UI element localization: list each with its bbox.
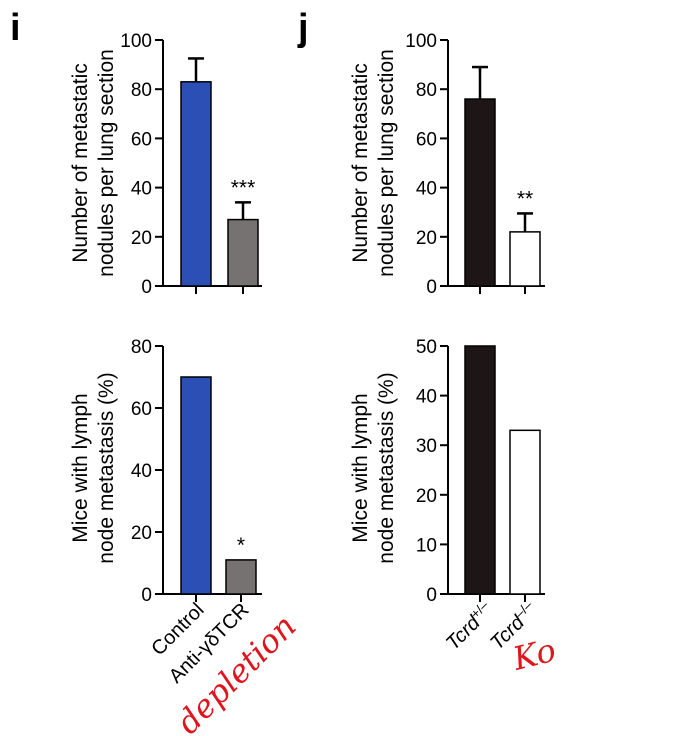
i-bottom-y-tick-label-20: 20 [131, 523, 152, 544]
j-top-y-tick-label-80: 80 [416, 80, 437, 101]
j-top-y-axis-title: Number of metastatic nodules per lung sec… [349, 49, 398, 277]
i-top-y-tick-label-0: 0 [141, 277, 152, 298]
j-bottom-bar-2 [509, 429, 541, 595]
j-top-y-axis-title-line-2: nodules per lung section [375, 49, 398, 277]
j-top-y-tick-label-20: 20 [416, 228, 437, 249]
i-top-y-tick-label-80: 80 [131, 80, 152, 101]
i-top-significance-2: *** [231, 176, 256, 199]
panel-letter-i: i [10, 7, 21, 49]
j-bottom-y-axis-title-line-1: Mice with lymph [349, 393, 372, 542]
j-top-y-tick-label-0: 0 [426, 277, 437, 298]
j-top-y-tick-label-100: 100 [405, 31, 437, 52]
i-bottom-significance-2: * [237, 534, 245, 557]
j-top-y-tick-label-60: 60 [416, 129, 437, 150]
i-top-y-tick-label-20: 20 [131, 228, 152, 249]
j-top-significance-2: ** [517, 187, 533, 210]
j-bottom-y-tick-label-40: 40 [416, 387, 437, 408]
j-bottom-y-tick-label-10: 10 [416, 535, 437, 556]
i-top-bar-2 [227, 218, 259, 287]
panel-letter-j: j [297, 7, 309, 49]
category-label-tcrd-het: Tcrd+/– [440, 597, 498, 655]
i-top-bar-1 [180, 81, 212, 287]
i-top-y-axis-title-line-2: nodules per lung section [95, 49, 118, 277]
j-bottom-y-tick-label-30: 30 [416, 436, 437, 457]
i-top-y-tick-label-40: 40 [131, 179, 152, 200]
j-bottom-y-tick-label-20: 20 [416, 486, 437, 507]
j-top-y-axis-title-line-1: Number of metastatic [349, 63, 372, 263]
j-bottom-y-axis-title-line-2: node metastasis (%) [375, 372, 398, 563]
i-bottom-y-tick-label-40: 40 [131, 461, 152, 482]
i-top-y-tick-label-100: 100 [120, 31, 152, 52]
j-top-bar-2 [509, 231, 541, 287]
j-bottom-bar-1 [464, 345, 496, 595]
i-top-y-axis-title-line-1: Number of metastatic [69, 63, 92, 263]
i-bottom-bar-2 [225, 559, 257, 595]
i-bottom-y-axis-title-line-2: node metastasis (%) [95, 372, 118, 563]
i-top-y-tick-label-60: 60 [131, 129, 152, 150]
j-top-y-tick-label-40: 40 [416, 179, 437, 200]
j-bottom-y-axis-title: Mice with lymph node metastasis (%) [349, 372, 398, 563]
i-bottom-y-tick-label-60: 60 [131, 399, 152, 420]
i-bottom-y-axis-title-line-1: Mice with lymph [69, 393, 92, 542]
j-bottom-y-tick-label-0: 0 [426, 585, 437, 606]
i-bottom-bar-1 [180, 376, 212, 595]
j-top-bar-1 [464, 98, 496, 287]
j-bottom-y-tick-label-50: 50 [416, 337, 437, 358]
i-bottom-y-axis-title: Mice with lymph node metastasis (%) [69, 372, 118, 563]
i-top-y-axis-title: Number of metastatic nodules per lung sec… [69, 49, 118, 277]
i-bottom-y-tick-label-80: 80 [131, 337, 152, 358]
i-bottom-y-tick-label-0: 0 [141, 585, 152, 606]
